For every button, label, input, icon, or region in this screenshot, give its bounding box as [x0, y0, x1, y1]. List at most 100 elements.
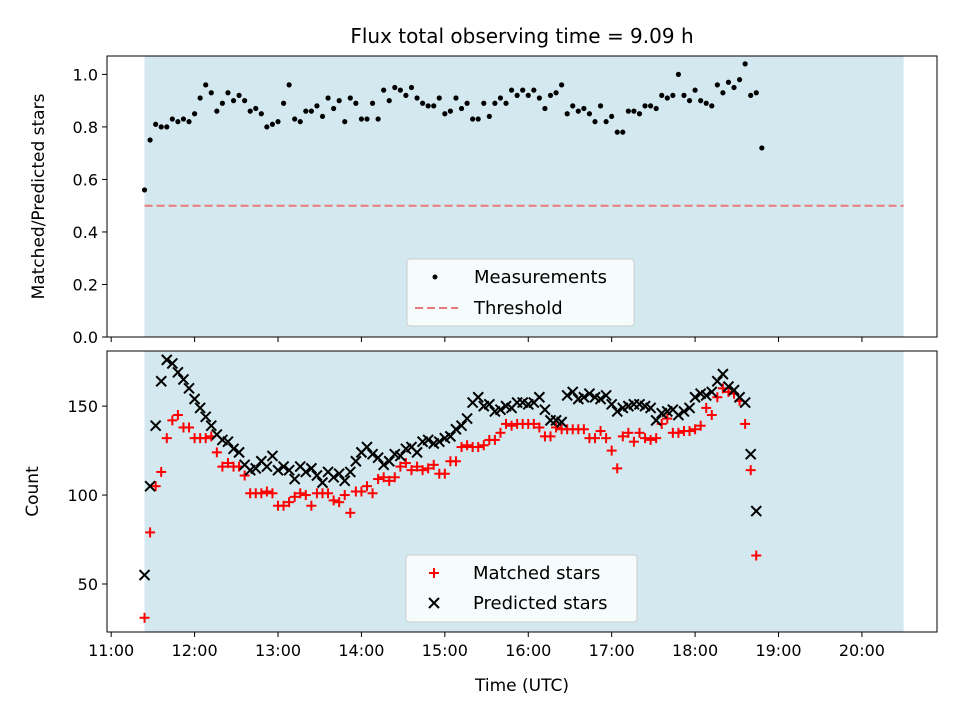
measurement-point	[692, 87, 698, 93]
y-tick-label: 100	[67, 486, 98, 505]
matched-star-point	[456, 442, 467, 453]
matched-star-point	[690, 424, 701, 435]
bottom-y-axis-label: Count	[23, 466, 43, 517]
measurement-point	[258, 111, 264, 117]
measurement-point	[431, 103, 437, 109]
legend-matched-label: Matched stars	[473, 563, 600, 584]
predicted-star-point	[272, 464, 284, 476]
matched-star-point	[673, 427, 684, 438]
matched-star-point	[373, 474, 384, 485]
measurement-point	[392, 84, 398, 91]
matched-star-point	[306, 500, 317, 511]
matched-star-point	[289, 491, 300, 502]
matched-star-point	[645, 434, 656, 445]
matched-star-point	[184, 422, 195, 433]
measurement-point	[364, 116, 370, 122]
measurement-point	[614, 129, 620, 135]
measurement-point	[141, 187, 148, 193]
bottom-y-ticks: 50 100 150	[67, 397, 107, 594]
matched-star-point	[417, 465, 428, 476]
predicted-star-point	[611, 405, 623, 418]
predicted-star-point	[433, 435, 445, 448]
measurement-point	[264, 124, 270, 130]
measurement-point	[736, 77, 743, 83]
predicted-star-point	[494, 403, 507, 416]
matched-star-point	[534, 422, 545, 433]
matched-star-point	[361, 481, 372, 492]
measurement-point	[292, 116, 298, 122]
measurement-point	[703, 100, 709, 106]
predicted-star-point	[194, 402, 206, 414]
measurement-point	[698, 98, 704, 104]
measurement-point	[625, 108, 631, 114]
predicted-star-point	[172, 366, 184, 379]
matched-star-point	[356, 486, 367, 497]
measurement-point	[247, 108, 253, 114]
predicted-star-point	[366, 448, 379, 460]
measurement-point	[225, 90, 231, 96]
x-tick-label: 11:00	[88, 641, 134, 660]
measurement-point	[186, 119, 192, 125]
measurement-point	[470, 116, 476, 122]
measurement-point	[297, 119, 303, 125]
predicted-star-point	[155, 375, 167, 387]
measurement-point	[686, 98, 693, 104]
predicted-star-point	[461, 412, 473, 425]
matched-star-point	[612, 463, 623, 474]
measurement-point	[358, 116, 365, 122]
x-tick-label: 13:00	[255, 641, 301, 660]
y-tick-label: 150	[67, 397, 98, 416]
matched-star-point	[628, 436, 639, 447]
matched-star-point	[239, 470, 250, 481]
measurement-point	[208, 90, 214, 96]
measurement-point	[559, 82, 565, 88]
measurement-point	[731, 84, 737, 91]
matched-star-point	[156, 466, 167, 477]
predicted-star-point	[377, 459, 390, 471]
measurement-point	[458, 105, 465, 112]
matched-star-point	[328, 495, 339, 506]
count-points	[138, 354, 762, 623]
legend-matched-marker	[429, 568, 439, 578]
measurement-point	[408, 84, 415, 91]
predicted-star-point	[533, 391, 546, 403]
measurement-point	[520, 87, 526, 93]
predicted-star-point	[411, 446, 423, 459]
predicted-star-point	[455, 419, 468, 432]
measurement-point	[442, 111, 448, 117]
matched-star-point	[706, 410, 717, 421]
predicted-star-point	[644, 402, 657, 414]
y-tick-label: 0.0	[73, 328, 98, 347]
matched-star-point	[167, 415, 178, 426]
measurement-point	[280, 100, 287, 106]
measurement-point	[597, 103, 604, 109]
measurement-point	[714, 82, 720, 88]
measurement-point	[436, 95, 442, 101]
predicted-star-point	[344, 466, 357, 478]
measurement-point	[575, 108, 581, 114]
measurement-point	[503, 100, 509, 106]
matched-star-point	[450, 456, 461, 467]
predicted-star-point	[361, 441, 373, 453]
predicted-star-point	[222, 435, 234, 448]
predicted-star-point	[166, 357, 179, 370]
measurement-point	[253, 105, 259, 112]
measurement-point	[369, 100, 376, 106]
matched-star-point	[200, 433, 211, 444]
predicted-star-point	[383, 455, 395, 467]
measurement-point	[203, 82, 209, 88]
predicted-star-point	[700, 389, 712, 402]
measurement-point	[386, 98, 392, 104]
x-tick-label: 16:00	[505, 641, 551, 660]
measurement-point	[347, 95, 353, 101]
predicted-star-point	[300, 466, 312, 478]
predicted-star-point	[739, 396, 751, 409]
measurement-point	[325, 95, 331, 101]
predicted-star-point	[450, 423, 462, 435]
measurement-point	[275, 119, 281, 125]
matched-star-point	[406, 465, 417, 476]
matched-star-point	[389, 472, 400, 483]
measurement-point	[153, 121, 159, 127]
matched-star-point	[150, 481, 161, 492]
